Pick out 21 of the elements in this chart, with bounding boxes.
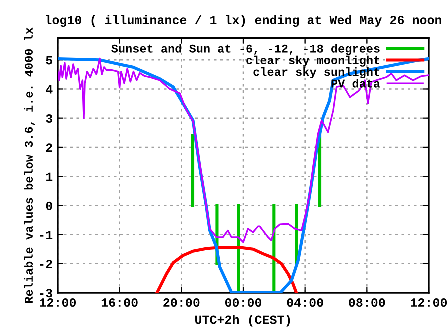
y-tick-label: 0 — [46, 202, 52, 210]
y-tick-label: -3 — [40, 289, 53, 298]
x-tick-label: 12:00 — [411, 298, 447, 308]
legend-label: Sunset and Sun at -6, -12, -18 degrees — [112, 44, 380, 56]
y-tick-label: 2 — [46, 144, 52, 152]
x-tick-label: 04:00 — [287, 298, 324, 308]
chart-title: log10 ( illuminance / 1 lx) ending at Wed May 26 noon — [46, 15, 442, 28]
x-axis-title: UTC+2h (CEST) — [196, 315, 290, 327]
x-tick-label: 20:00 — [164, 298, 200, 308]
y-tick-label: 4 — [46, 86, 53, 94]
x-tick-label: 16:00 — [102, 298, 138, 308]
y-tick-label: 5 — [46, 56, 52, 65]
y-tick-label: -2 — [40, 260, 52, 268]
x-tick-label: 00:00 — [225, 298, 262, 308]
x-tick-label: 12:00 — [40, 298, 76, 308]
y-tick-label: -1 — [40, 231, 53, 240]
legend-label: clear sky moonlight — [246, 56, 380, 67]
x-tick-label: 08:00 — [349, 298, 386, 308]
y-tick-label: 3 — [46, 114, 53, 124]
y-tick-label: 1 — [46, 172, 53, 182]
y-axis-title: Reliable values below 3.6, i.e. 4000 lx — [24, 28, 35, 304]
